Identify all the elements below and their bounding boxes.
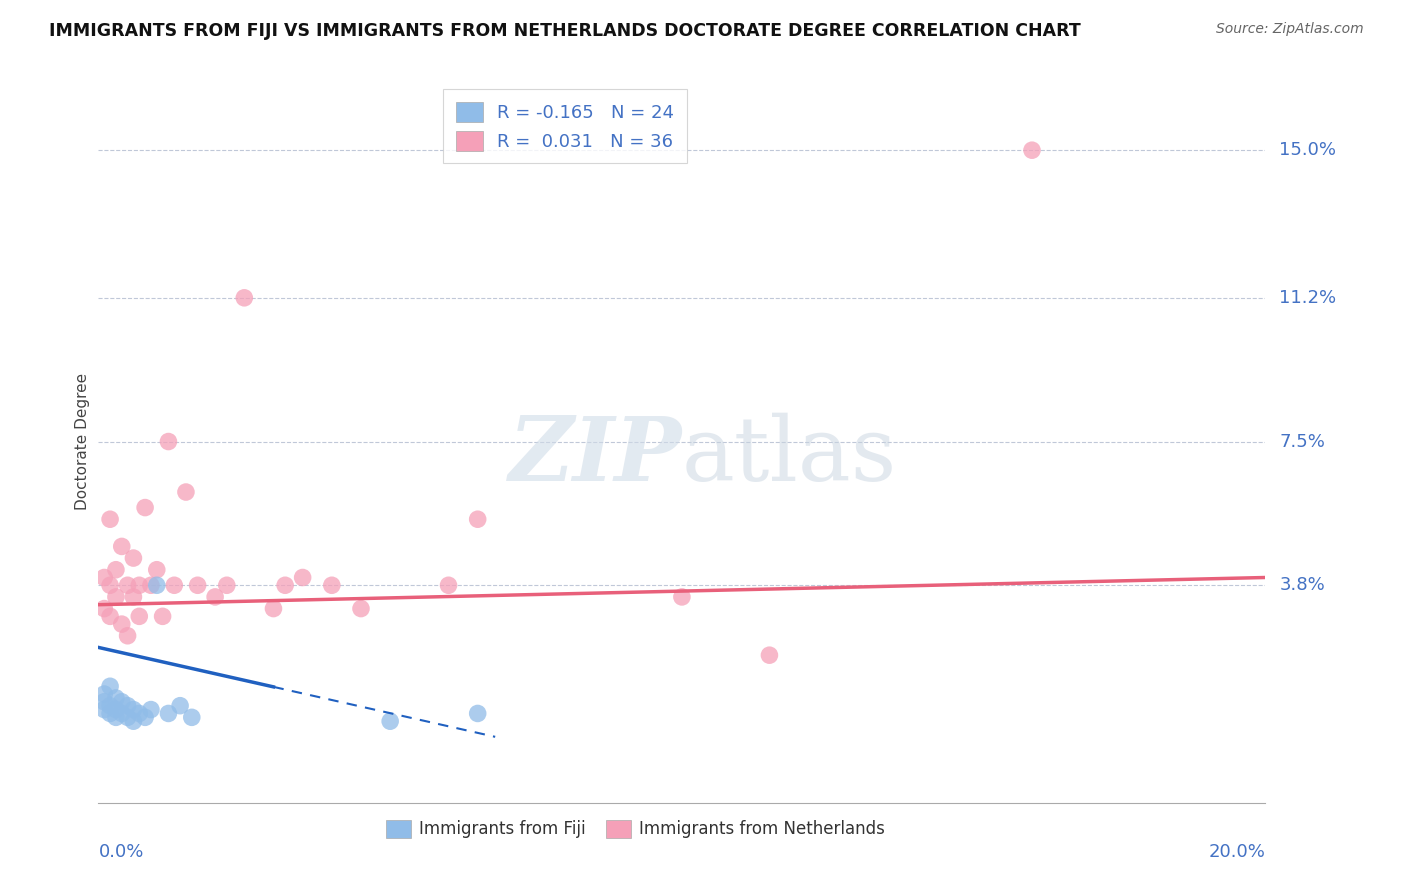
Point (163, 578, 186, 592)
Point (139, 578, 162, 592)
Text: IMMIGRANTS FROM FIJI VS IMMIGRANTS FROM NETHERLANDS DOCTORATE DEGREE CORRELATION: IMMIGRANTS FROM FIJI VS IMMIGRANTS FROM … (49, 22, 1081, 40)
Point (169, 698, 191, 713)
Point (122, 551, 145, 566)
Point (117, 698, 139, 713)
Point (111, 706, 134, 721)
Point (174, 485, 197, 500)
Point (157, 706, 180, 721)
Point (98, 706, 121, 721)
Text: 7.5%: 7.5% (1279, 433, 1326, 450)
Point (152, 609, 174, 624)
Point (134, 500, 156, 515)
Point (122, 590, 145, 604)
Point (262, 601, 284, 615)
Point (117, 710, 139, 724)
Point (215, 578, 238, 592)
Legend: Immigrants from Fiji, Immigrants from Netherlands: Immigrants from Fiji, Immigrants from Ne… (380, 813, 891, 845)
Point (111, 617, 134, 632)
Point (104, 710, 127, 724)
Point (117, 578, 139, 592)
Point (128, 706, 150, 721)
Point (671, 590, 693, 604)
Text: 11.2%: 11.2% (1279, 289, 1337, 307)
Text: 15.0%: 15.0% (1279, 141, 1336, 159)
Point (117, 629, 139, 643)
Point (104, 690, 127, 705)
Point (98, 609, 121, 624)
Point (187, 578, 209, 592)
Text: 20.0%: 20.0% (1209, 843, 1265, 861)
Point (128, 609, 150, 624)
Y-axis label: Doctorate Degree: Doctorate Degree (75, 373, 90, 510)
Point (111, 540, 134, 554)
Point (98, 512, 121, 526)
Point (93, 695, 115, 709)
Point (98, 698, 121, 713)
Point (146, 578, 169, 592)
Point (146, 563, 169, 577)
Point (233, 291, 256, 305)
Text: Source: ZipAtlas.com: Source: ZipAtlas.com (1216, 22, 1364, 37)
Point (128, 578, 150, 592)
Point (157, 434, 180, 449)
Point (122, 702, 145, 716)
Point (139, 702, 162, 716)
Point (380, 714, 402, 729)
Point (122, 714, 145, 729)
Point (98, 679, 121, 693)
Point (134, 710, 156, 724)
Point (98, 578, 121, 592)
Point (291, 570, 314, 584)
Point (93, 702, 115, 716)
Point (104, 702, 127, 716)
Point (104, 563, 127, 577)
Point (274, 578, 297, 592)
Point (350, 601, 373, 615)
Point (104, 590, 127, 604)
Point (758, 648, 780, 663)
Point (204, 590, 226, 604)
Point (437, 578, 460, 592)
Point (467, 512, 489, 526)
Text: 0.0%: 0.0% (98, 843, 143, 861)
Text: 3.8%: 3.8% (1279, 576, 1324, 594)
Point (467, 706, 489, 721)
Point (93, 601, 115, 615)
Point (93, 570, 115, 584)
Text: ZIP: ZIP (509, 413, 682, 500)
Point (180, 710, 202, 724)
Point (321, 578, 343, 592)
Point (111, 695, 134, 709)
Point (93, 687, 115, 701)
Text: atlas: atlas (682, 412, 897, 500)
Point (1021, 143, 1043, 157)
